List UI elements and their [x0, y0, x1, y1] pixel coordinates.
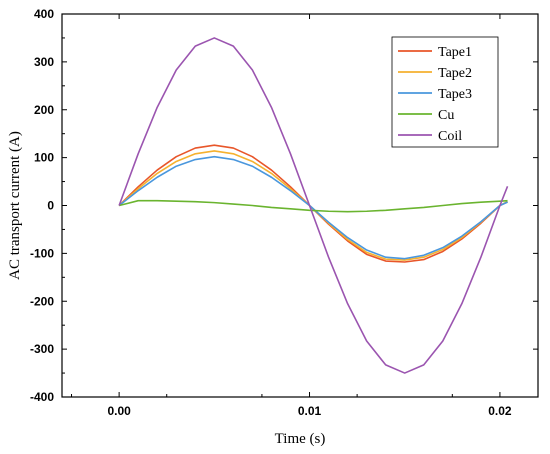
x-tick-label: 0.00 — [107, 404, 131, 418]
y-tick-label: 400 — [34, 7, 54, 21]
y-tick-label: 200 — [34, 103, 54, 117]
y-axis-title: AC transport current (A) — [7, 131, 23, 280]
y-tick-label: -100 — [30, 246, 54, 260]
y-tick-label: -400 — [30, 390, 54, 404]
series-line-coil — [118, 37, 509, 374]
legend-box — [391, 36, 499, 148]
y-tick-label: -300 — [30, 342, 54, 356]
series-line-cu — [118, 199, 508, 213]
legend-label: Coil — [438, 129, 462, 144]
x-axis-title: Time (s) — [275, 431, 326, 447]
series-line-tape3 — [118, 155, 508, 260]
y-axis-ticks: 400 300 200 100 0 -100 -200 -300 -400 — [30, 7, 538, 404]
legend-label: Tape1 — [438, 45, 472, 60]
x-axis-ticks: 0.00 0.01 0.02 — [71, 14, 512, 418]
x-tick-label: 0.01 — [298, 404, 322, 418]
legend-label: Cu — [438, 108, 454, 123]
y-tick-label: 100 — [34, 151, 54, 165]
y-tick-label: 0 — [47, 199, 54, 213]
legend-label: Tape2 — [438, 66, 472, 81]
y-tick-label: -200 — [30, 294, 54, 308]
series-lines — [118, 37, 509, 374]
legend-label: Tape3 — [438, 87, 472, 102]
x-tick-label: 0.02 — [488, 404, 512, 418]
legend: Tape1 Tape2 Tape3 Cu Coil — [391, 36, 499, 148]
y-tick-label: 300 — [34, 55, 54, 69]
